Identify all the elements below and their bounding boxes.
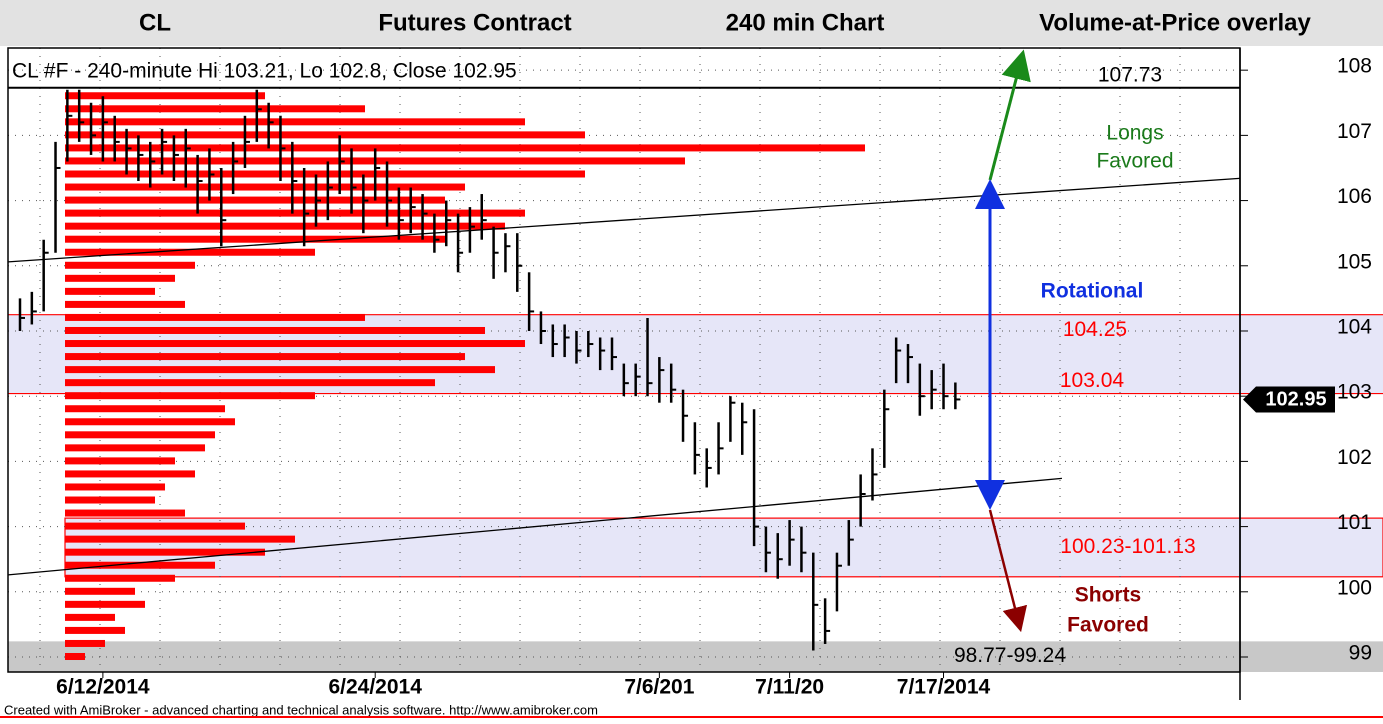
volume-bar — [65, 496, 155, 504]
x-tick-label: 6/24/2014 — [328, 676, 422, 699]
volume-bar — [65, 170, 585, 178]
chart-title: CL #F - 240-minute Hi 103.21, Lo 102.8, … — [12, 60, 517, 83]
longs-label: Longs — [1106, 122, 1163, 145]
volume-bar — [65, 639, 105, 647]
volume-bar — [65, 353, 465, 361]
volume-bar — [65, 300, 185, 308]
x-tick-label: 7/6/201 — [624, 676, 694, 699]
level-label: 107.73 — [1098, 63, 1162, 86]
volume-bar — [65, 287, 155, 295]
y-tick-label: 108 — [1337, 55, 1372, 78]
volume-bar — [65, 600, 145, 608]
volume-bar — [65, 183, 465, 191]
volume-bar — [65, 222, 505, 230]
volume-bar — [65, 118, 525, 126]
volume-bar — [65, 366, 495, 374]
volume-bar — [65, 418, 235, 426]
shorts-label: Favored — [1067, 614, 1149, 637]
header-label: CL — [139, 9, 171, 36]
volume-bar — [65, 470, 195, 478]
close-tag — [1243, 386, 1335, 413]
header-label: Futures Contract — [378, 9, 571, 36]
volume-bar — [65, 92, 265, 100]
bottom-zone — [8, 641, 1383, 672]
volume-bar — [65, 431, 215, 439]
y-tick-label: 103 — [1337, 381, 1372, 404]
x-tick-label: 6/12/2014 — [56, 676, 150, 699]
shorts-arrow — [988, 509, 1028, 633]
volume-bar — [65, 209, 525, 217]
trendline — [8, 477, 1062, 576]
volume-bar — [65, 235, 445, 243]
volume-bar — [65, 392, 315, 400]
trendline — [8, 177, 1240, 263]
volume-bar — [65, 653, 85, 661]
zone-label: 100.23-101.13 — [1060, 535, 1195, 558]
y-tick-label: 107 — [1337, 120, 1372, 143]
y-tick-label: 102 — [1337, 446, 1372, 469]
volume-bar — [65, 613, 115, 621]
zone-label: 98.77-99.24 — [954, 644, 1066, 667]
volume-bar — [65, 626, 125, 634]
footer: Created with AmiBroker - advanced charti… — [4, 702, 598, 717]
volume-bar — [65, 340, 525, 348]
rotational-label: Rotational — [1041, 280, 1144, 303]
y-tick-label: 100 — [1337, 576, 1372, 599]
header-label: Volume-at-Price overlay — [1039, 9, 1311, 36]
volume-bar — [65, 326, 485, 334]
volume-bar — [65, 144, 865, 152]
y-tick-label: 105 — [1337, 250, 1372, 273]
volume-bar — [65, 574, 175, 582]
longs-label: Favored — [1096, 150, 1173, 173]
volume-bar — [65, 522, 245, 530]
volume-bar — [65, 509, 185, 517]
volume-bar — [65, 261, 195, 269]
volume-bar — [65, 561, 215, 569]
volume-bar — [65, 535, 295, 543]
volume-bar — [65, 483, 165, 491]
y-tick-label: 104 — [1337, 316, 1372, 339]
header-label: 240 min Chart — [726, 9, 885, 36]
volume-bar — [65, 131, 585, 139]
zone-label: 103.04 — [1060, 369, 1125, 392]
volume-bar — [65, 313, 365, 321]
volume-bar — [65, 248, 315, 256]
x-tick-label: 7/17/2014 — [897, 676, 991, 699]
volume-bar — [65, 274, 175, 282]
volume-bar — [65, 587, 135, 595]
volume-bar — [65, 405, 225, 413]
longs-arrow — [988, 49, 1031, 181]
volume-bar — [65, 105, 365, 113]
y-tick-label: 99 — [1349, 642, 1372, 665]
x-tick-label: 7/11/20 — [755, 676, 824, 699]
close-tag-label: 102.95 — [1265, 389, 1326, 411]
volume-bar — [65, 379, 435, 387]
y-tick-label: 106 — [1337, 185, 1372, 208]
shorts-label: Shorts — [1075, 584, 1142, 607]
volume-bar — [65, 548, 265, 556]
y-tick-label: 101 — [1337, 511, 1372, 534]
volume-bar — [65, 196, 445, 204]
support-zone — [64, 517, 1383, 578]
volume-bar — [65, 444, 205, 452]
volume-bar — [65, 457, 175, 465]
header-bar — [0, 0, 1383, 46]
zone-label: 104.25 — [1063, 318, 1127, 341]
